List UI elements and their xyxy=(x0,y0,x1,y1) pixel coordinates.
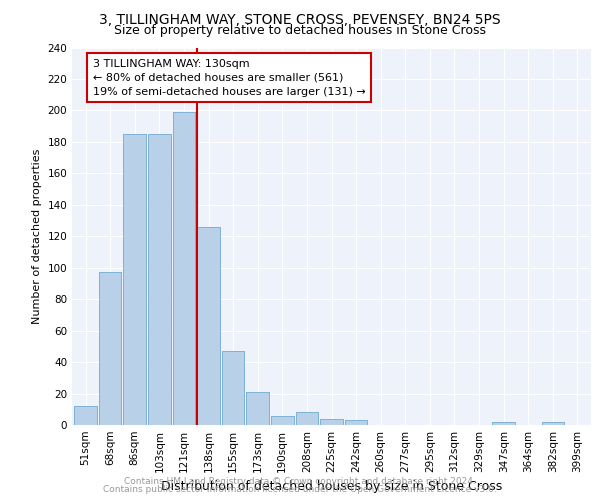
Bar xyxy=(271,416,293,425)
Bar xyxy=(345,420,367,425)
Text: Contains public sector information licensed under the Open Government Licence v3: Contains public sector information licen… xyxy=(103,485,497,494)
Bar xyxy=(542,422,564,425)
Text: 3, TILLINGHAM WAY, STONE CROSS, PEVENSEY, BN24 5PS: 3, TILLINGHAM WAY, STONE CROSS, PEVENSEY… xyxy=(99,12,501,26)
Bar xyxy=(99,272,121,425)
Bar xyxy=(296,412,318,425)
Bar xyxy=(173,112,195,425)
Bar xyxy=(493,422,515,425)
Bar xyxy=(197,227,220,425)
Bar xyxy=(222,351,244,425)
Bar xyxy=(296,412,318,425)
Bar xyxy=(345,420,367,425)
Bar xyxy=(173,112,195,425)
Bar xyxy=(247,392,269,425)
Bar xyxy=(74,406,97,425)
Bar xyxy=(148,134,170,425)
Bar xyxy=(74,406,97,425)
Bar xyxy=(124,134,146,425)
Bar xyxy=(222,351,244,425)
Bar xyxy=(247,392,269,425)
Bar xyxy=(320,418,343,425)
Bar xyxy=(124,134,146,425)
Bar xyxy=(197,227,220,425)
Bar xyxy=(99,272,121,425)
Bar xyxy=(320,418,343,425)
Text: Size of property relative to detached houses in Stone Cross: Size of property relative to detached ho… xyxy=(114,24,486,37)
Text: 3 TILLINGHAM WAY: 130sqm
← 80% of detached houses are smaller (561)
19% of semi-: 3 TILLINGHAM WAY: 130sqm ← 80% of detach… xyxy=(93,58,365,96)
Bar xyxy=(271,416,293,425)
X-axis label: Distribution of detached houses by size in Stone Cross: Distribution of detached houses by size … xyxy=(161,480,502,494)
Bar xyxy=(148,134,170,425)
Bar xyxy=(493,422,515,425)
Y-axis label: Number of detached properties: Number of detached properties xyxy=(32,148,42,324)
Bar xyxy=(542,422,564,425)
Text: Contains HM Land Registry data © Crown copyright and database right 2024.: Contains HM Land Registry data © Crown c… xyxy=(124,477,476,486)
